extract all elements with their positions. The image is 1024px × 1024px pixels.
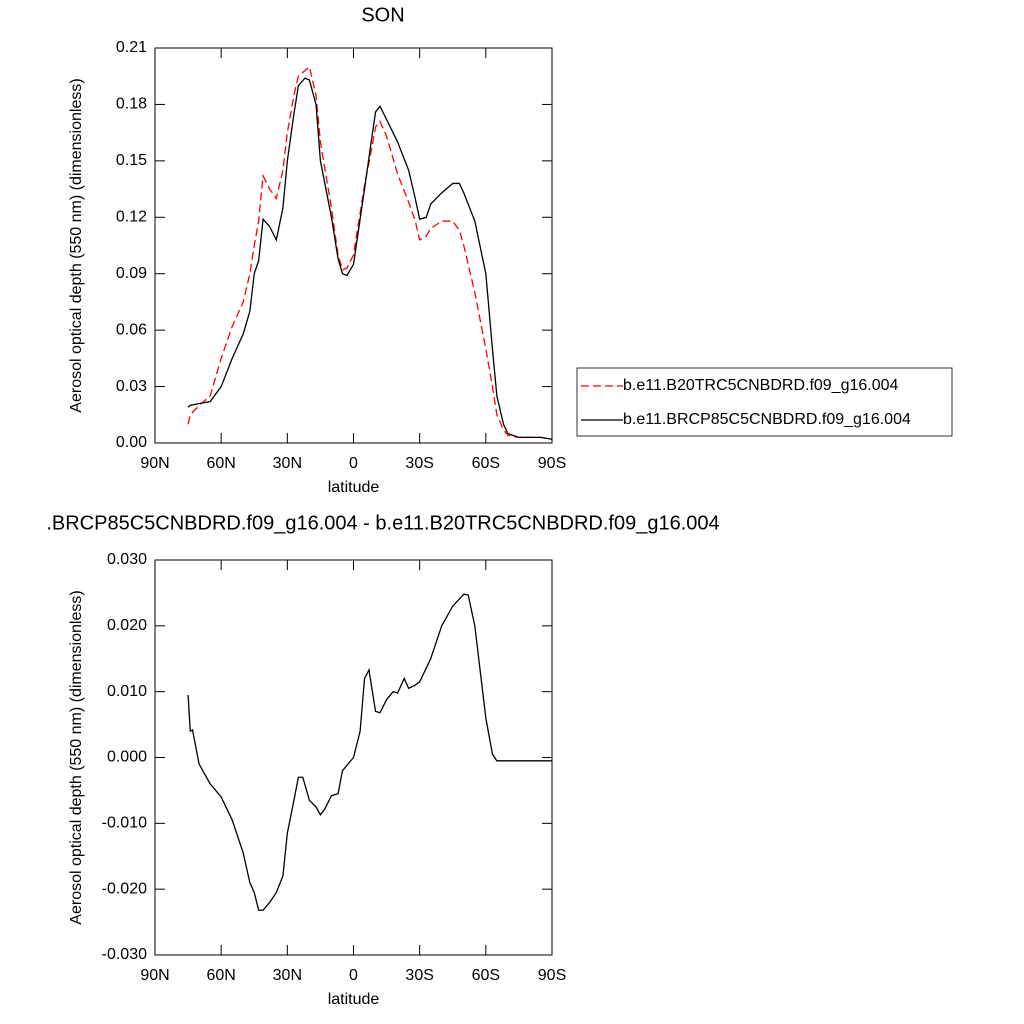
- data-line: [187, 77, 553, 440]
- y-tick-label: -0.010: [102, 815, 147, 832]
- y-tick-label: 0.00: [116, 434, 147, 451]
- x-tick-label: 90S: [538, 455, 566, 472]
- x-axis-label: latitude: [328, 991, 380, 1008]
- x-tick-label: 90N: [140, 967, 169, 984]
- y-tick-label: 0.12: [116, 209, 147, 226]
- x-tick-label: 60S: [472, 967, 500, 984]
- x-tick-label: 90S: [538, 967, 566, 984]
- legend-box: [576, 367, 953, 437]
- y-tick-label: 0.030: [107, 551, 147, 568]
- y-axis-label: Aerosol optical depth (550 nm) (dimensio…: [68, 78, 85, 412]
- y-tick-label: -0.030: [102, 946, 147, 963]
- y-tick-label: -0.020: [102, 880, 147, 897]
- legend-label: b.e11.B20TRC5CNBDRD.f09_g16.004: [623, 377, 899, 394]
- x-tick-label: 0: [349, 967, 358, 984]
- y-tick-label: 0.03: [116, 378, 147, 395]
- y-tick-label: 0.020: [107, 617, 147, 634]
- chart-title: .BRCP85C5CNBDRD.f09_g16.004 - b.e11.B20T…: [46, 512, 719, 534]
- y-tick-label: 0.21: [116, 39, 147, 56]
- x-tick-label: 30N: [273, 967, 302, 984]
- data-line: [187, 593, 552, 911]
- x-tick-label: 30S: [405, 455, 433, 472]
- x-tick-label: 60N: [206, 967, 235, 984]
- y-tick-label: 0.15: [116, 152, 147, 169]
- plot-frame: [154, 47, 553, 444]
- x-tick-label: 60N: [206, 455, 235, 472]
- y-tick-label: 0.010: [107, 683, 147, 700]
- x-axis-label: latitude: [328, 479, 380, 496]
- data-line: [187, 65, 553, 440]
- y-tick-label: 0.18: [116, 96, 147, 113]
- y-tick-label: 0.000: [107, 749, 147, 766]
- y-axis-label: Aerosol optical depth (550 nm) (dimensio…: [68, 590, 85, 924]
- x-tick-label: 30S: [405, 967, 433, 984]
- legend-label: b.e11.BRCP85C5CNBDRD.f09_g16.004: [623, 411, 911, 428]
- x-tick-label: 90N: [140, 455, 169, 472]
- x-tick-label: 0: [349, 455, 358, 472]
- x-tick-label: 60S: [472, 455, 500, 472]
- x-tick-label: 30N: [273, 455, 302, 472]
- chart-title: SON: [361, 4, 404, 26]
- y-tick-label: 0.09: [116, 265, 147, 282]
- y-tick-label: 0.06: [116, 321, 147, 338]
